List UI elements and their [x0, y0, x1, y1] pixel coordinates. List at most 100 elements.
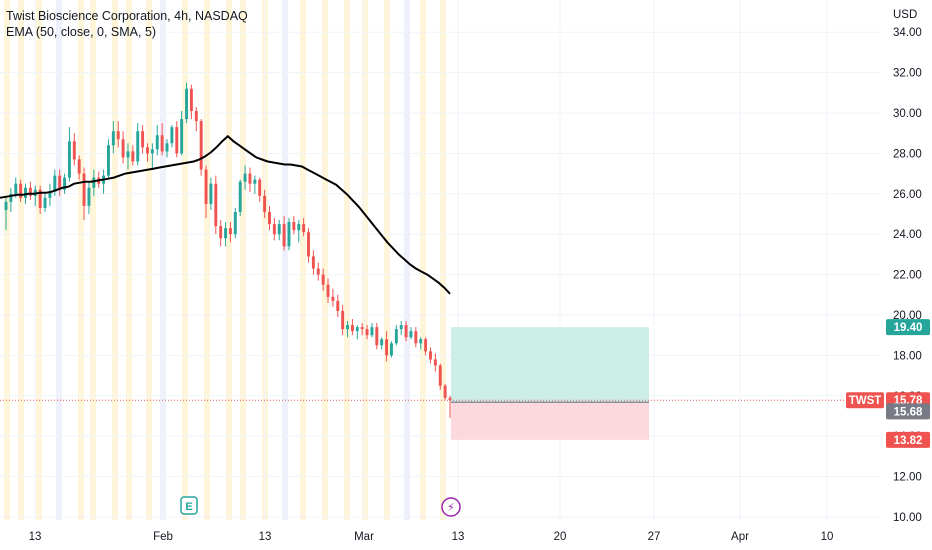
candle-body[interactable]	[277, 224, 281, 235]
candle-body[interactable]	[389, 343, 393, 356]
candle-body[interactable]	[224, 228, 228, 239]
candle-body[interactable]	[370, 327, 374, 336]
candle-body[interactable]	[141, 131, 145, 148]
candle-body[interactable]	[253, 179, 257, 184]
candle-body[interactable]	[63, 177, 67, 190]
candle-body[interactable]	[282, 224, 286, 247]
candle-body[interactable]	[160, 135, 164, 152]
candle-body[interactable]	[170, 127, 174, 144]
candle-body[interactable]	[438, 365, 442, 386]
candle-body[interactable]	[67, 141, 71, 178]
candle-body[interactable]	[287, 222, 291, 247]
candle-body[interactable]	[341, 310, 345, 330]
candle-body[interactable]	[53, 175, 57, 192]
candle-body[interactable]	[399, 325, 403, 330]
target-badge[interactable]	[886, 319, 930, 336]
candle-body[interactable]	[321, 274, 325, 285]
stop-badge[interactable]	[886, 431, 930, 448]
candle-body[interactable]	[360, 327, 364, 330]
candle-body[interactable]	[24, 187, 27, 198]
candle-body[interactable]	[146, 147, 149, 154]
candle-body[interactable]	[180, 119, 184, 154]
candle-body[interactable]	[185, 88, 188, 120]
symbol-tag[interactable]	[846, 392, 884, 409]
candle-body[interactable]	[307, 232, 310, 257]
candle-body[interactable]	[248, 173, 252, 184]
loss-zone[interactable]	[451, 402, 649, 440]
candle-body[interactable]	[228, 228, 232, 235]
candle-body[interactable]	[409, 331, 413, 338]
candle-body[interactable]	[380, 339, 384, 346]
entry-badge[interactable]	[886, 403, 930, 420]
candle-body[interactable]	[258, 179, 262, 196]
candle-body[interactable]	[375, 327, 379, 346]
candle-body[interactable]	[38, 189, 42, 208]
candle-body[interactable]	[336, 300, 340, 311]
price-axis-unit[interactable]: USD	[893, 9, 918, 21]
candle-body[interactable]	[448, 397, 452, 400]
candle-body[interactable]	[14, 183, 18, 194]
candle-body[interactable]	[48, 191, 52, 198]
candle-body[interactable]	[92, 177, 96, 188]
candle-body[interactable]	[302, 224, 306, 233]
candle-body[interactable]	[414, 331, 418, 344]
candle-body[interactable]	[424, 339, 428, 352]
candle-body[interactable]	[155, 135, 159, 150]
candle-body[interactable]	[419, 339, 423, 344]
candle-body[interactable]	[263, 195, 267, 212]
candle-body[interactable]	[87, 187, 91, 206]
candle-body[interactable]	[199, 121, 203, 170]
candle-body[interactable]	[311, 256, 315, 269]
candle-body[interactable]	[331, 296, 335, 301]
candle-body[interactable]	[268, 211, 271, 225]
candle-body[interactable]	[19, 183, 23, 198]
candle-body[interactable]	[316, 268, 320, 275]
candle-body[interactable]	[136, 131, 140, 162]
candle-body[interactable]	[82, 173, 86, 206]
candle-body[interactable]	[238, 181, 242, 212]
candle-body[interactable]	[219, 226, 223, 239]
session-stripe	[300, 0, 306, 520]
candle-body[interactable]	[28, 187, 32, 196]
candle-body[interactable]	[243, 173, 247, 182]
candle-body[interactable]	[175, 127, 179, 154]
candle-body[interactable]	[77, 159, 81, 174]
candle-body[interactable]	[204, 169, 208, 204]
candle-body[interactable]	[365, 329, 369, 336]
candle-body[interactable]	[121, 139, 125, 158]
candle-body[interactable]	[43, 197, 47, 208]
candle-body[interactable]	[9, 193, 13, 202]
candle-body[interactable]	[106, 145, 110, 176]
candle-body[interactable]	[404, 325, 408, 338]
candle-body[interactable]	[350, 325, 354, 332]
candle-body[interactable]	[385, 339, 389, 356]
candle-body[interactable]	[297, 224, 301, 231]
candle-body[interactable]	[233, 211, 237, 235]
dividend-event-icon[interactable]	[441, 497, 461, 517]
candle-body[interactable]	[189, 88, 193, 111]
candle-body[interactable]	[72, 141, 76, 160]
candle-body[interactable]	[429, 351, 432, 360]
candle-body[interactable]	[116, 131, 120, 140]
candle-body[interactable]	[209, 183, 213, 204]
candle-body[interactable]	[4, 201, 8, 210]
candle-body[interactable]	[111, 131, 115, 146]
candle-body[interactable]	[126, 151, 130, 158]
candle-body[interactable]	[326, 284, 330, 297]
candle-body[interactable]	[58, 175, 62, 190]
candle-body[interactable]	[272, 224, 276, 235]
candle-body[interactable]	[131, 151, 135, 162]
candle-body[interactable]	[214, 183, 218, 227]
candle-body[interactable]	[443, 385, 447, 398]
candle-body[interactable]	[346, 325, 350, 330]
candle-body[interactable]	[150, 149, 154, 154]
earnings-event-icon[interactable]	[180, 496, 198, 515]
candle-body[interactable]	[292, 222, 296, 231]
candle-body[interactable]	[355, 327, 359, 332]
profit-zone[interactable]	[451, 327, 649, 403]
candle-body[interactable]	[165, 143, 169, 152]
candle-body[interactable]	[194, 110, 198, 122]
candle-body[interactable]	[433, 359, 437, 366]
candle-body[interactable]	[394, 329, 398, 344]
